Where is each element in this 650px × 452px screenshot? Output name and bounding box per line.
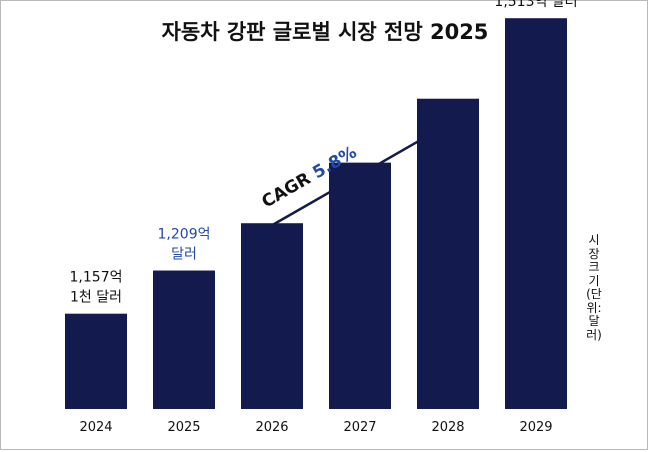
y-axis-label: 시장크기(단위: 달러) bbox=[586, 233, 602, 342]
data-label-2029: 1,513억 달러 bbox=[494, 0, 577, 10]
bar-2024 bbox=[65, 313, 127, 409]
x-tick-label-2026: 2026 bbox=[255, 420, 288, 435]
cagr-trend-arrow bbox=[254, 129, 438, 237]
x-tick-label-2027: 2027 bbox=[343, 420, 376, 435]
bar-2026 bbox=[241, 223, 303, 409]
bar-2028 bbox=[417, 98, 479, 409]
chart-title: 자동차 강판 글로벌 시장 전망 2025 bbox=[161, 20, 489, 44]
data-label-2024: 1,157억 bbox=[70, 270, 123, 286]
x-tick-label-2028: 2028 bbox=[431, 420, 464, 435]
data-label-2024: 1천 달러 bbox=[70, 290, 122, 306]
bar-2027 bbox=[329, 162, 391, 409]
cagr-arrowhead bbox=[429, 126, 445, 139]
bar-2025 bbox=[153, 270, 215, 409]
x-tick-label-2029: 2029 bbox=[519, 420, 552, 435]
x-tick-label-2025: 2025 bbox=[167, 420, 200, 435]
bar-2029 bbox=[505, 18, 567, 410]
data-label-2025: 1,209억 bbox=[158, 227, 211, 243]
x-tick-label-2024: 2024 bbox=[79, 420, 112, 435]
data-label-2025: 달러 bbox=[171, 247, 197, 263]
